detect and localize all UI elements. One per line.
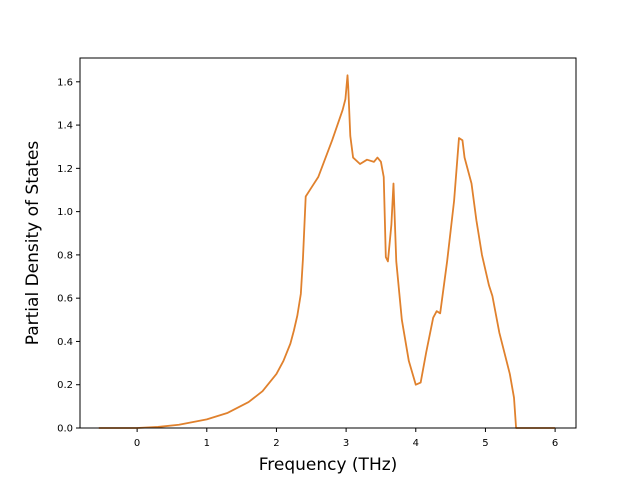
y-tick-label: 1.2 — [57, 164, 73, 175]
plot-lines — [98, 74, 556, 429]
x-tick-label: 2 — [273, 438, 279, 449]
x-tick-label: 1 — [204, 438, 210, 449]
x-axis-ticks: 0 1 2 3 4 5 6 — [134, 428, 558, 449]
y-tick-label: 0.8 — [57, 250, 73, 261]
x-tick-label: 5 — [482, 438, 488, 449]
y-tick-label: 1.6 — [57, 77, 73, 88]
y-tick-label: 0.4 — [57, 337, 73, 348]
y-tick-label: 1.0 — [57, 207, 73, 218]
x-tick-label: 3 — [343, 438, 349, 449]
y-axis-label: Partial Density of States — [23, 141, 43, 346]
x-tick-label: 0 — [134, 438, 140, 449]
x-tick-label: 4 — [413, 438, 419, 449]
y-tick-label: 0.0 — [57, 424, 73, 435]
y-axis-ticks: 0.0 0.2 0.4 0.6 0.8 1.0 1.2 1.4 1.6 — [57, 77, 80, 435]
y-tick-label: 0.6 — [57, 294, 73, 305]
x-tick-label: 6 — [552, 438, 558, 449]
y-tick-label: 0.2 — [57, 380, 73, 391]
x-axis-label: Frequency (THz) — [259, 455, 398, 475]
series-line-0 — [98, 74, 556, 429]
y-tick-label: 1.4 — [57, 121, 73, 132]
plot-frame — [79, 57, 577, 429]
